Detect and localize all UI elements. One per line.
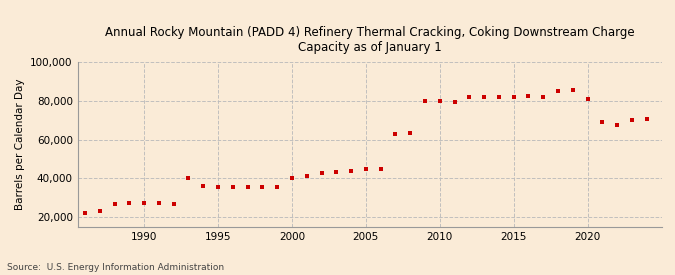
Text: Source:  U.S. Energy Information Administration: Source: U.S. Energy Information Administ… xyxy=(7,263,224,272)
Y-axis label: Barrels per Calendar Day: Barrels per Calendar Day xyxy=(15,79,25,210)
Title: Annual Rocky Mountain (PADD 4) Refinery Thermal Cracking, Coking Downstream Char: Annual Rocky Mountain (PADD 4) Refinery … xyxy=(105,26,634,54)
